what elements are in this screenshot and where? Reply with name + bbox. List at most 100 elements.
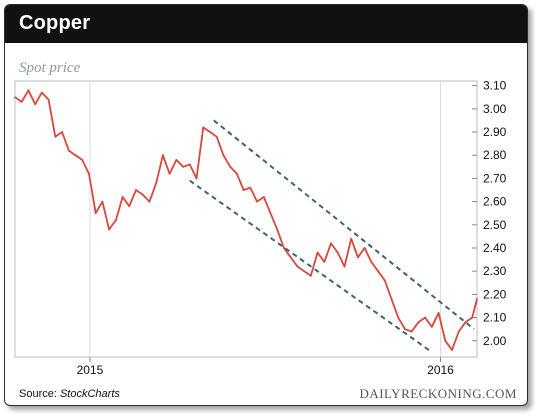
price-point bbox=[67, 149, 70, 152]
price-point bbox=[289, 256, 292, 259]
y-tick-label: 3.10 bbox=[483, 79, 507, 93]
price-point bbox=[101, 200, 104, 203]
price-point bbox=[175, 158, 178, 161]
price-point bbox=[350, 237, 353, 240]
price-point bbox=[444, 339, 447, 342]
copper-line-chart: 3.10 3.00 2.90 2.80 2.70 2.60 2.50 2.40 2.30 2.20… bbox=[14, 79, 507, 377]
x-axis: 2015 2016 bbox=[77, 81, 454, 377]
price-point bbox=[242, 189, 245, 191]
y-tick-label: 2.80 bbox=[483, 148, 507, 162]
chart-card: Copper Spot price 3.10 3.00 2.90 2.80 2.70 2.… bbox=[4, 4, 528, 406]
y-tick-label: 2.30 bbox=[483, 264, 507, 278]
x-tick-label: 2016 bbox=[427, 363, 454, 377]
y-tick-label: 2.10 bbox=[483, 311, 507, 325]
price-point bbox=[14, 96, 16, 99]
price-point bbox=[141, 193, 144, 196]
price-point bbox=[476, 298, 478, 300]
y-tick-label: 2.00 bbox=[483, 334, 507, 348]
price-point bbox=[430, 325, 433, 328]
trend-channel bbox=[189, 119, 475, 351]
y-tick-label: 2.50 bbox=[483, 218, 507, 232]
price-point bbox=[424, 316, 427, 319]
price-point bbox=[94, 212, 97, 215]
price-point bbox=[363, 247, 366, 249]
price-point bbox=[61, 131, 63, 133]
y-tick-label: 2.60 bbox=[483, 195, 507, 209]
price-point bbox=[155, 182, 158, 184]
price-point bbox=[437, 312, 440, 314]
price-point bbox=[27, 89, 30, 92]
price-point bbox=[74, 154, 77, 157]
price-point bbox=[283, 247, 285, 249]
price-point bbox=[202, 126, 205, 129]
brand-mark: DAILYRECKONING.COM bbox=[359, 386, 517, 401]
price-point bbox=[417, 321, 420, 324]
y-tick-label: 2.90 bbox=[483, 125, 507, 139]
y-tick-label: 3.00 bbox=[483, 102, 507, 116]
price-point bbox=[34, 103, 37, 106]
price-point bbox=[471, 316, 474, 319]
price-point bbox=[330, 242, 332, 245]
price-point bbox=[209, 131, 211, 133]
price-point bbox=[303, 270, 306, 273]
price-point bbox=[54, 135, 57, 138]
price-point bbox=[222, 154, 225, 157]
chart-subtitle: Spot price bbox=[19, 60, 81, 76]
price-point bbox=[188, 163, 191, 166]
price-point bbox=[262, 196, 265, 198]
source-provider: StockCharts bbox=[59, 388, 120, 400]
price-point bbox=[377, 270, 379, 273]
price-point bbox=[229, 165, 232, 168]
price-point bbox=[323, 261, 326, 263]
price-point bbox=[81, 158, 84, 161]
plot-border bbox=[14, 80, 478, 358]
price-point bbox=[390, 298, 393, 300]
lower-channel-line bbox=[189, 179, 430, 351]
chart-header: Copper bbox=[5, 5, 527, 43]
price-point bbox=[88, 172, 90, 175]
price-series bbox=[14, 89, 478, 351]
y-axis: 3.10 3.00 2.90 2.80 2.70 2.60 2.50 2.40 2.30 2.20… bbox=[472, 79, 507, 348]
price-point bbox=[464, 321, 467, 324]
price-point bbox=[40, 91, 43, 94]
price-point bbox=[249, 186, 252, 189]
y-tick-label: 2.20 bbox=[483, 287, 507, 301]
price-point bbox=[135, 189, 137, 191]
price-point bbox=[215, 135, 218, 138]
price-point bbox=[343, 265, 346, 268]
price-point bbox=[114, 219, 117, 222]
price-point bbox=[182, 165, 184, 168]
price-point bbox=[121, 196, 124, 198]
price-point bbox=[269, 212, 272, 215]
chart-title: Copper bbox=[19, 12, 91, 34]
price-point bbox=[256, 200, 258, 203]
source-note: Source: StockCharts bbox=[19, 388, 120, 400]
price-point bbox=[356, 256, 359, 259]
price-point bbox=[235, 172, 238, 175]
x-tick-label: 2015 bbox=[77, 363, 104, 377]
price-point bbox=[370, 261, 373, 263]
y-tick-label: 2.40 bbox=[483, 241, 507, 255]
price-point bbox=[383, 279, 386, 282]
price-point bbox=[276, 228, 279, 231]
y-tick-label: 2.70 bbox=[483, 171, 507, 185]
price-point bbox=[404, 328, 406, 331]
price-point bbox=[296, 265, 299, 268]
plot-frame bbox=[14, 80, 478, 358]
price-point bbox=[20, 100, 23, 103]
upper-channel-line bbox=[213, 119, 475, 330]
price-point bbox=[168, 172, 171, 175]
price-point bbox=[162, 154, 164, 157]
price-point bbox=[316, 251, 319, 254]
source-label: Source: bbox=[19, 388, 60, 400]
price-point bbox=[397, 316, 400, 319]
price-point bbox=[451, 349, 453, 351]
price-point bbox=[128, 205, 131, 208]
price-point bbox=[457, 330, 460, 333]
price-line bbox=[14, 89, 478, 351]
price-point bbox=[410, 330, 413, 333]
price-point bbox=[195, 177, 198, 180]
price-point bbox=[148, 200, 151, 203]
price-point bbox=[336, 251, 339, 254]
price-point bbox=[108, 228, 111, 231]
